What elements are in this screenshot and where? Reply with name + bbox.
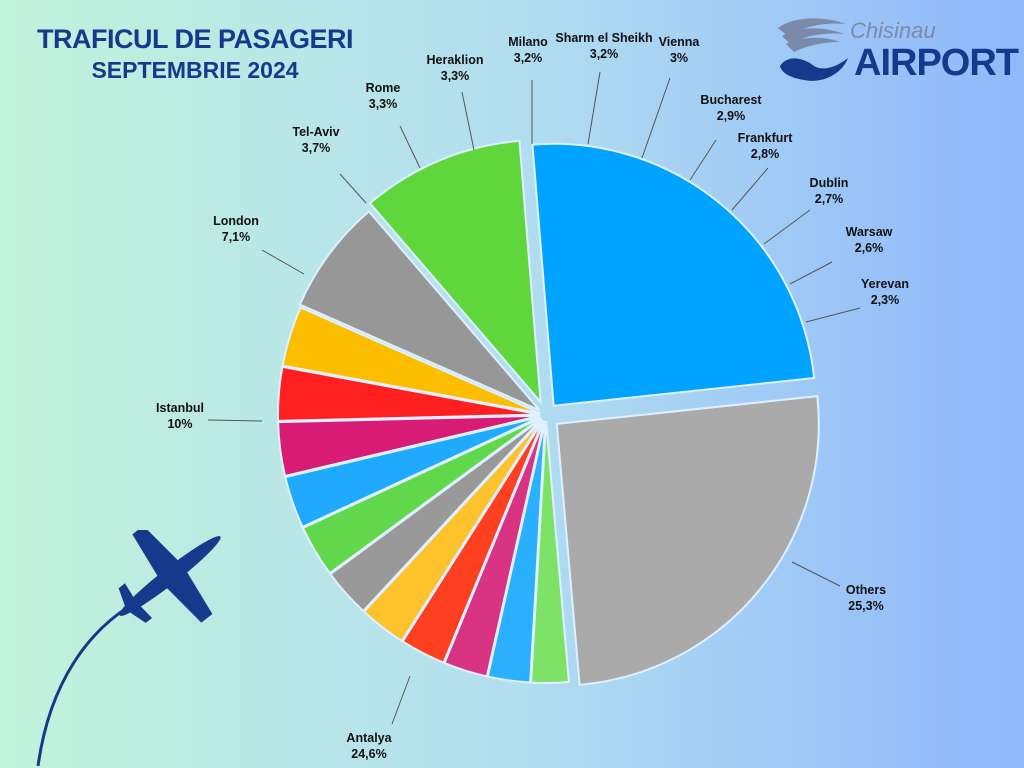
slice-label-value: 3,3%: [369, 97, 398, 111]
leader-line: [461, 91, 475, 151]
slice-label: Others 25,3%: [846, 583, 886, 613]
pie-slice-bucharest: [362, 419, 544, 643]
leader-line: [689, 139, 717, 181]
slice-label-value: 2,7%: [815, 192, 844, 206]
pie-slice-milano: [284, 415, 541, 529]
slice-label-value: 10%: [167, 417, 192, 431]
airplane-icon: [36, 530, 221, 767]
leader-line: [261, 249, 305, 275]
slice-label-value: 2,8%: [751, 147, 780, 161]
logo-city-text: Chisinau: [850, 18, 936, 43]
pie-slice-heraklion: [277, 414, 541, 478]
slice-label-name: Bucharest: [700, 93, 762, 107]
chisinau-airport-logo: Chisinau AIRPORT: [774, 14, 1019, 90]
slice-label-name: Vienna: [659, 35, 701, 49]
slice-label: Rome 3,3%: [366, 81, 401, 111]
slice-label: Milano 3,2%: [508, 35, 548, 65]
pie-slice-vienna: [329, 418, 543, 613]
slice-label-name: Others: [846, 583, 886, 597]
chart-title-line2: SEPTEMBRIE 2024: [91, 57, 299, 83]
slice-label-value: 25,3%: [848, 599, 883, 613]
pie-slice-rome: [277, 365, 541, 422]
slice-label: Tel-Aviv 3,7%: [292, 125, 339, 155]
slice-label-name: Sharm el Sheikh: [555, 31, 652, 45]
pie-slice-antalya: [531, 142, 816, 407]
slice-label-name: Milano: [508, 35, 548, 49]
slice-label-name: Yerevan: [861, 277, 909, 291]
slice-label-value: 24,6%: [351, 747, 386, 761]
slice-label-name: Warsaw: [846, 225, 893, 239]
chart-title-line1: TRAFICUL DE PASAGERI: [36, 24, 354, 54]
leader-line: [399, 125, 421, 169]
pie-slice-yerevan: [530, 420, 571, 684]
leader-line: [207, 419, 263, 422]
slice-label: London 7,1%: [213, 214, 259, 244]
leader-line: [339, 173, 367, 204]
leader-line: [587, 71, 601, 145]
leader-line: [391, 675, 411, 725]
slice-label: Bucharest 2,9%: [700, 93, 762, 123]
pie-slice-sharm-el-sheikh: [301, 417, 542, 575]
slice-label-value: 2,9%: [717, 109, 746, 123]
slice-label: Vienna 3%: [659, 35, 701, 65]
slice-label-value: 2,3%: [871, 293, 900, 307]
slice-label-value: 7,1%: [222, 230, 251, 244]
pie-slice-others: [555, 395, 820, 686]
leader-line: [789, 261, 833, 285]
slice-label: Antalya 24,6%: [346, 731, 392, 761]
chart-title: TRAFICUL DE PASAGERI SEPTEMBRIE 2024: [14, 24, 376, 84]
leader-line: [763, 209, 811, 245]
pie-slice-dublin: [443, 420, 546, 678]
slice-label-value: 3,2%: [590, 47, 619, 61]
slice-label-name: London: [213, 214, 259, 228]
slice-label-value: 3,3%: [441, 69, 470, 83]
pie-slice-tel-aviv: [281, 306, 541, 415]
slice-label: Frankfurt 2,8%: [738, 131, 794, 161]
slice-label: Dublin 2,7%: [810, 176, 849, 206]
slice-label: Warsaw 2,6%: [846, 225, 893, 255]
slice-label-name: Istanbul: [156, 401, 204, 415]
slice-label-name: Tel-Aviv: [292, 125, 339, 139]
slice-label: Sharm el Sheikh 3,2%: [555, 31, 652, 61]
slice-label: Heraklion 3,3%: [427, 53, 484, 83]
slice-label-value: 2,6%: [855, 241, 884, 255]
slice-label: Yerevan 2,3%: [861, 277, 909, 307]
slice-label-name: Antalya: [346, 731, 392, 745]
wing-hand-logo-icon: [778, 18, 848, 81]
logo-airport-text: AIRPORT: [854, 42, 1019, 84]
slice-label-name: Dublin: [810, 176, 849, 190]
leader-line: [805, 307, 861, 323]
slice-label-name: Heraklion: [427, 53, 484, 67]
leader-line: [641, 77, 671, 159]
leader-line: [731, 167, 769, 211]
slice-label: Istanbul 10%: [156, 401, 204, 431]
pie-slice-frankfurt: [401, 419, 545, 664]
slice-label-value: 3%: [670, 51, 688, 65]
slice-label-value: 3,2%: [514, 51, 543, 65]
pie-slice-london: [298, 210, 541, 412]
slice-label-value: 3,7%: [302, 141, 331, 155]
leader-line: [791, 561, 841, 587]
pie-slice-istanbul: [368, 139, 542, 406]
slice-label-name: Rome: [366, 81, 401, 95]
slice-label-name: Frankfurt: [738, 131, 794, 145]
